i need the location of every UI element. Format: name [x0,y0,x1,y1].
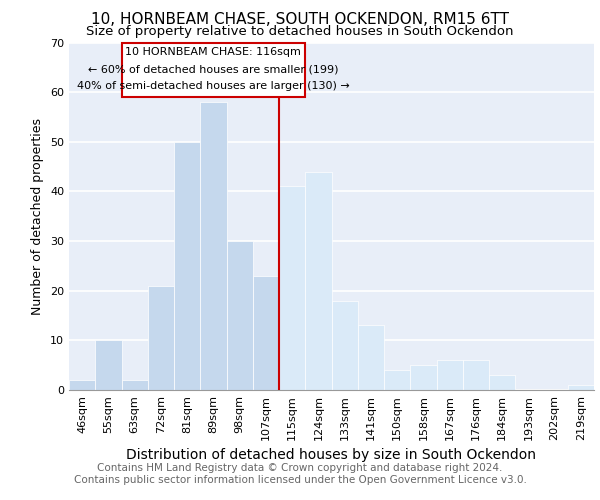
Bar [174,142,200,390]
Bar [489,375,515,390]
Bar [279,186,305,390]
Text: ← 60% of detached houses are smaller (199): ← 60% of detached houses are smaller (19… [88,64,338,74]
Bar [384,370,410,390]
Y-axis label: Number of detached properties: Number of detached properties [31,118,44,315]
Bar [305,172,331,390]
Bar [437,360,463,390]
Bar [95,340,121,390]
Bar [121,380,148,390]
Bar [358,326,384,390]
Bar [410,365,437,390]
Bar [148,286,174,390]
Bar [331,300,358,390]
Text: 10 HORNBEAM CHASE: 116sqm: 10 HORNBEAM CHASE: 116sqm [125,48,301,58]
Bar [69,380,95,390]
Text: Contains HM Land Registry data © Crown copyright and database right 2024.
Contai: Contains HM Land Registry data © Crown c… [74,464,526,485]
Bar [253,276,279,390]
Bar [568,385,594,390]
X-axis label: Distribution of detached houses by size in South Ockendon: Distribution of detached houses by size … [127,448,536,462]
FancyBboxPatch shape [121,42,305,97]
Bar [200,102,227,390]
Text: Size of property relative to detached houses in South Ockendon: Size of property relative to detached ho… [86,25,514,38]
Bar [227,241,253,390]
Bar [463,360,489,390]
Text: 40% of semi-detached houses are larger (130) →: 40% of semi-detached houses are larger (… [77,80,350,90]
Text: 10, HORNBEAM CHASE, SOUTH OCKENDON, RM15 6TT: 10, HORNBEAM CHASE, SOUTH OCKENDON, RM15… [91,12,509,28]
